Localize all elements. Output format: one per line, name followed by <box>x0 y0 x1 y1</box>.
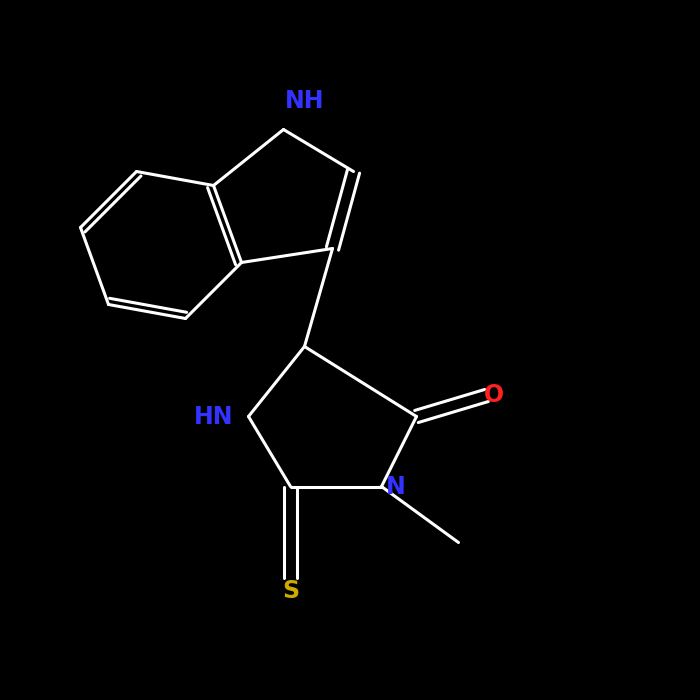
Text: O: O <box>484 384 503 407</box>
Text: NH: NH <box>285 90 324 113</box>
Text: HN: HN <box>194 405 233 428</box>
Text: N: N <box>386 475 405 498</box>
Text: S: S <box>282 580 299 603</box>
